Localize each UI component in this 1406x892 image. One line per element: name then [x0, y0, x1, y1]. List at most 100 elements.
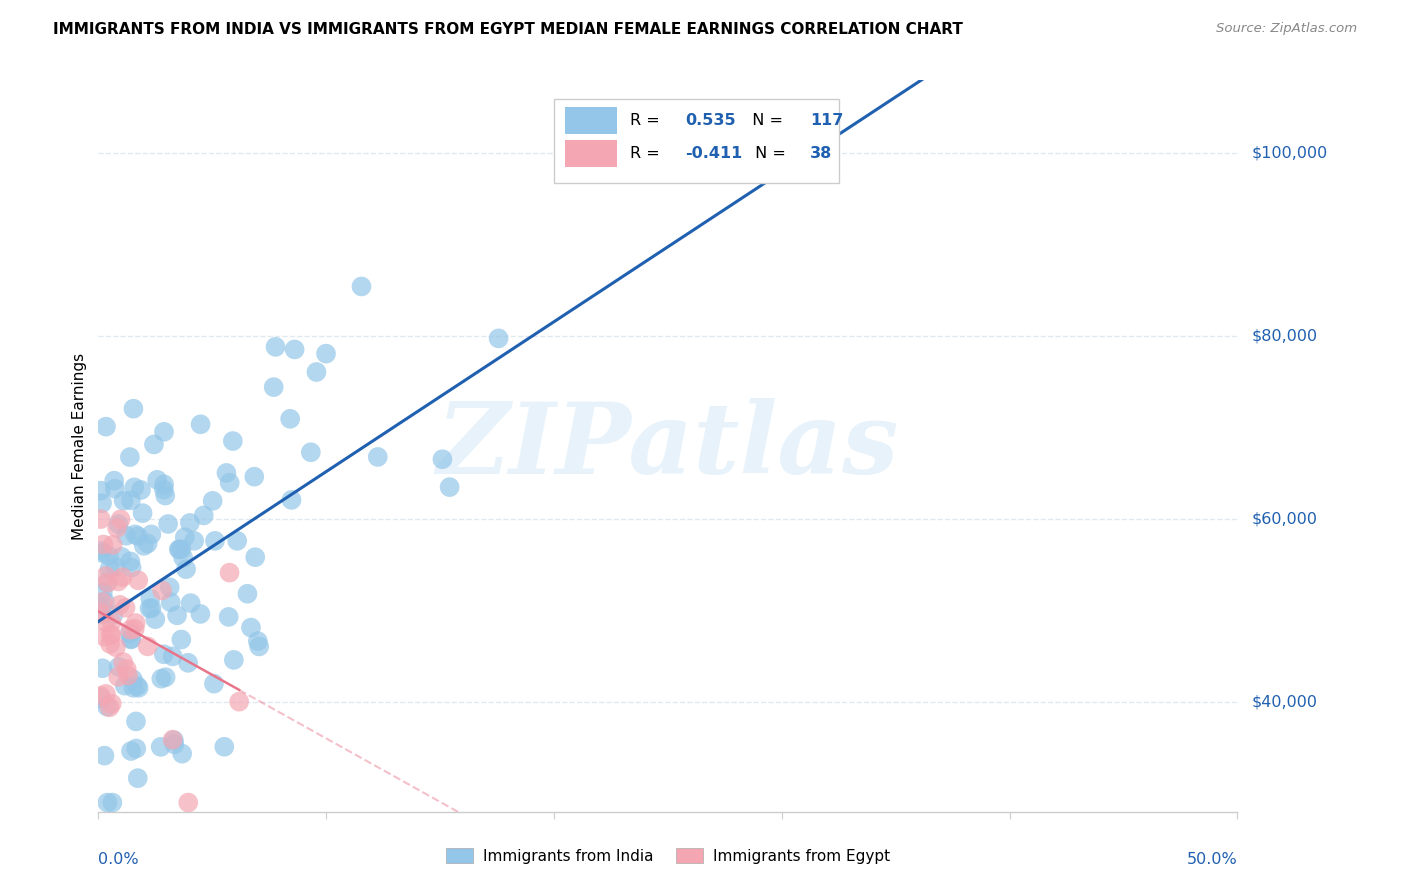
Point	[100, 628, 122, 642]
Point	[243, 469, 266, 483]
Point	[153, 477, 176, 491]
Point	[101, 796, 124, 810]
Point	[180, 596, 202, 610]
Point	[97, 549, 120, 563]
Point	[100, 697, 122, 711]
Y-axis label: Median Female Earnings: Median Female Earnings	[72, 352, 87, 540]
Point	[94, 594, 117, 608]
Point	[120, 623, 142, 637]
Text: R =: R =	[630, 113, 665, 128]
Text: 50.0%: 50.0%	[1187, 852, 1237, 867]
Point	[120, 632, 142, 647]
Text: -0.411: -0.411	[685, 146, 742, 161]
Point	[193, 508, 215, 523]
Text: R =: R =	[630, 146, 665, 161]
Point	[121, 560, 143, 574]
Point	[142, 437, 165, 451]
Point	[101, 538, 124, 552]
Point	[105, 521, 128, 535]
Legend: Immigrants from India, Immigrants from Egypt: Immigrants from India, Immigrants from E…	[440, 842, 896, 870]
FancyBboxPatch shape	[554, 99, 839, 183]
Point	[122, 673, 145, 687]
Point	[179, 516, 201, 530]
Point	[159, 595, 181, 609]
Point	[214, 739, 236, 754]
Point	[173, 530, 195, 544]
Point	[115, 529, 138, 543]
Point	[94, 615, 117, 629]
Point	[177, 796, 200, 810]
Point	[120, 554, 142, 568]
Point	[94, 419, 117, 434]
Point	[153, 647, 176, 661]
Point	[98, 700, 121, 714]
Point	[91, 585, 114, 599]
Point	[112, 493, 135, 508]
Point	[153, 483, 176, 497]
Point	[120, 632, 142, 646]
Text: ZIPatlas: ZIPatlas	[437, 398, 898, 494]
Point	[114, 679, 136, 693]
Point	[264, 340, 287, 354]
Point	[240, 621, 263, 635]
Point	[162, 732, 184, 747]
Point	[218, 610, 240, 624]
Point	[107, 516, 129, 531]
Point	[141, 527, 163, 541]
Point	[247, 640, 270, 654]
Point	[136, 640, 159, 654]
Point	[90, 512, 112, 526]
Point	[367, 450, 389, 464]
Point	[222, 653, 245, 667]
Point	[278, 412, 301, 426]
FancyBboxPatch shape	[565, 107, 617, 135]
Point	[263, 380, 285, 394]
Point	[155, 670, 177, 684]
Point	[120, 744, 142, 758]
Point	[163, 733, 186, 747]
Point	[122, 681, 145, 695]
Point	[166, 608, 188, 623]
Point	[100, 615, 122, 630]
Point	[139, 591, 162, 606]
Point	[150, 583, 173, 598]
Point	[90, 599, 112, 614]
Point	[104, 482, 127, 496]
Point	[103, 474, 125, 488]
Point	[169, 542, 191, 557]
Point	[103, 607, 125, 622]
Point	[150, 672, 173, 686]
Point	[201, 494, 224, 508]
Point	[432, 452, 454, 467]
Point	[118, 450, 141, 464]
Text: IMMIGRANTS FROM INDIA VS IMMIGRANTS FROM EGYPT MEDIAN FEMALE EARNINGS CORRELATIO: IMMIGRANTS FROM INDIA VS IMMIGRANTS FROM…	[53, 22, 963, 37]
Point	[170, 632, 193, 647]
Point	[128, 681, 150, 695]
Point	[218, 566, 240, 580]
Point	[107, 660, 129, 674]
Point	[159, 580, 181, 594]
Point	[93, 748, 115, 763]
Text: 38: 38	[810, 146, 832, 161]
Text: 117: 117	[810, 113, 844, 128]
Point	[149, 739, 172, 754]
Point	[97, 575, 120, 590]
Point	[305, 365, 328, 379]
Point	[118, 626, 141, 640]
Point	[131, 506, 153, 520]
Point	[132, 539, 155, 553]
Text: 0.535: 0.535	[685, 113, 735, 128]
Point	[172, 747, 194, 761]
Point	[96, 796, 118, 810]
Point	[170, 542, 193, 557]
FancyBboxPatch shape	[565, 139, 617, 168]
Point	[124, 480, 146, 494]
Point	[108, 598, 131, 612]
Point	[190, 607, 212, 621]
Point	[110, 512, 132, 526]
Point	[215, 466, 238, 480]
Point	[439, 480, 461, 494]
Point	[90, 544, 112, 558]
Point	[177, 656, 200, 670]
Point	[90, 691, 112, 706]
